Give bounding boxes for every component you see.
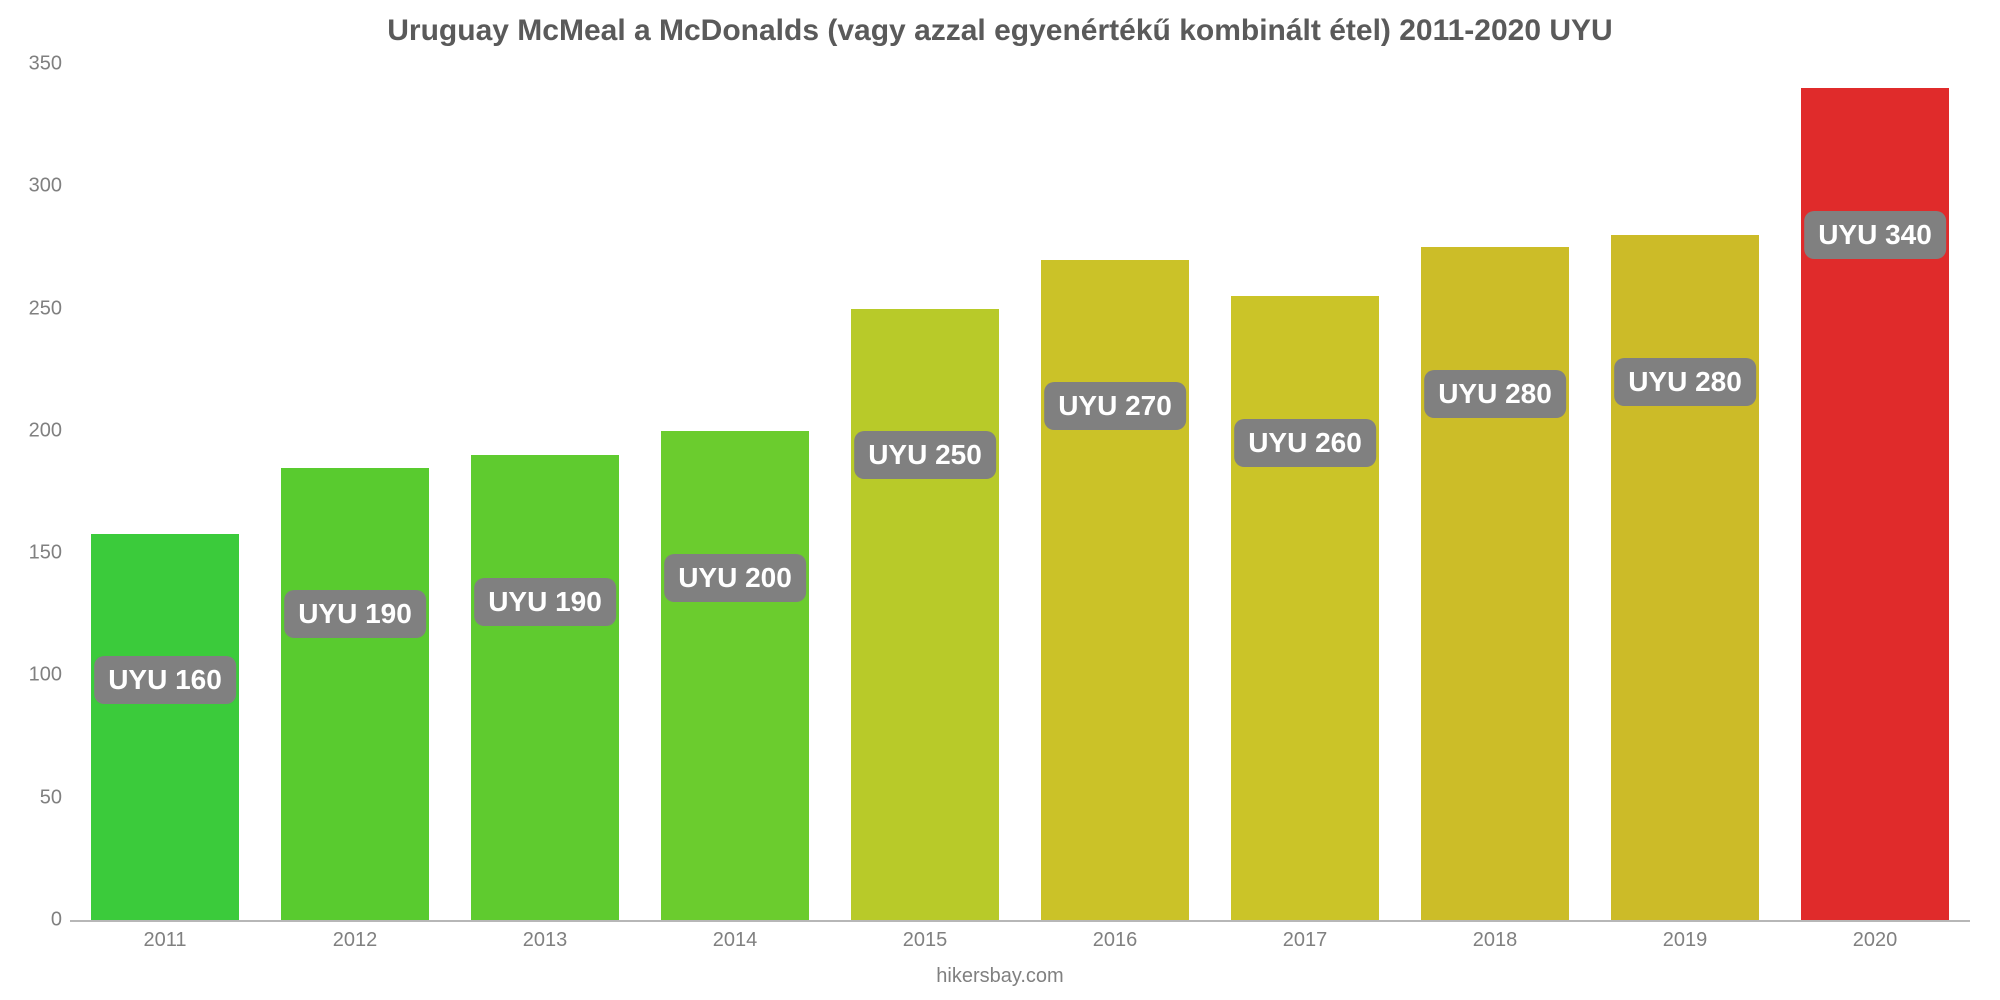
- bar: [1041, 260, 1189, 920]
- x-tick-label: 2019: [1590, 929, 1780, 952]
- y-tick-label: 0: [12, 909, 62, 932]
- bar: [281, 468, 429, 920]
- bars-group: UYU 160 UYU 190 UYU 190 UYU 200 UYU 250 UYU 2…: [70, 64, 1970, 920]
- bar-value-label: UYU 340: [1804, 211, 1946, 259]
- x-tick-label: 2013: [450, 929, 640, 952]
- bar-slot: UYU 190: [260, 64, 450, 920]
- bar-value-label: UYU 280: [1614, 358, 1756, 406]
- bar-value-label: UYU 270: [1044, 382, 1186, 430]
- bar: [1421, 247, 1569, 920]
- bar-slot: UYU 280: [1590, 64, 1780, 920]
- plot-area: UYU 160 UYU 190 UYU 190 UYU 200 UYU 250 UYU 2…: [70, 64, 1970, 922]
- x-tick-label: 2016: [1020, 929, 1210, 952]
- y-tick-label: 50: [12, 786, 62, 809]
- x-tick-label: 2015: [830, 929, 1020, 952]
- bar-value-label: UYU 190: [474, 578, 616, 626]
- bar: [1611, 235, 1759, 920]
- bar-slot: UYU 280: [1400, 64, 1590, 920]
- chart-container: Uruguay McMeal a McDonalds (vagy azzal e…: [0, 0, 2000, 1000]
- attribution-text: hikersbay.com: [0, 965, 2000, 988]
- x-tick-label: 2017: [1210, 929, 1400, 952]
- bar-slot: UYU 160: [70, 64, 260, 920]
- x-tick-label: 2014: [640, 929, 830, 952]
- x-tick-label: 2018: [1400, 929, 1590, 952]
- bar-slot: UYU 250: [830, 64, 1020, 920]
- bar-value-label: UYU 160: [94, 656, 236, 704]
- y-tick-label: 300: [12, 175, 62, 198]
- bar: [851, 309, 999, 920]
- bar-value-label: UYU 190: [284, 590, 426, 638]
- bar-value-label: UYU 250: [854, 431, 996, 479]
- x-axis-labels: 2011201220132014201520162017201820192020: [70, 929, 1970, 952]
- bar-value-label: UYU 280: [1424, 370, 1566, 418]
- y-tick-label: 200: [12, 419, 62, 442]
- bar-slot: UYU 260: [1210, 64, 1400, 920]
- bar-value-label: UYU 260: [1234, 419, 1376, 467]
- x-tick-label: 2011: [70, 929, 260, 952]
- y-tick-label: 250: [12, 297, 62, 320]
- chart-title: Uruguay McMeal a McDonalds (vagy azzal e…: [0, 14, 2000, 48]
- bar-value-label: UYU 200: [664, 554, 806, 602]
- y-tick-label: 100: [12, 664, 62, 687]
- bar-slot: UYU 340: [1780, 64, 1970, 920]
- y-tick-label: 350: [12, 53, 62, 76]
- bar: [471, 455, 619, 920]
- bar-slot: UYU 190: [450, 64, 640, 920]
- y-tick-label: 150: [12, 542, 62, 565]
- x-tick-label: 2020: [1780, 929, 1970, 952]
- bar: [91, 534, 239, 920]
- bar: [661, 431, 809, 920]
- bar-slot: UYU 270: [1020, 64, 1210, 920]
- x-tick-label: 2012: [260, 929, 450, 952]
- bar-slot: UYU 200: [640, 64, 830, 920]
- bar: [1231, 296, 1379, 920]
